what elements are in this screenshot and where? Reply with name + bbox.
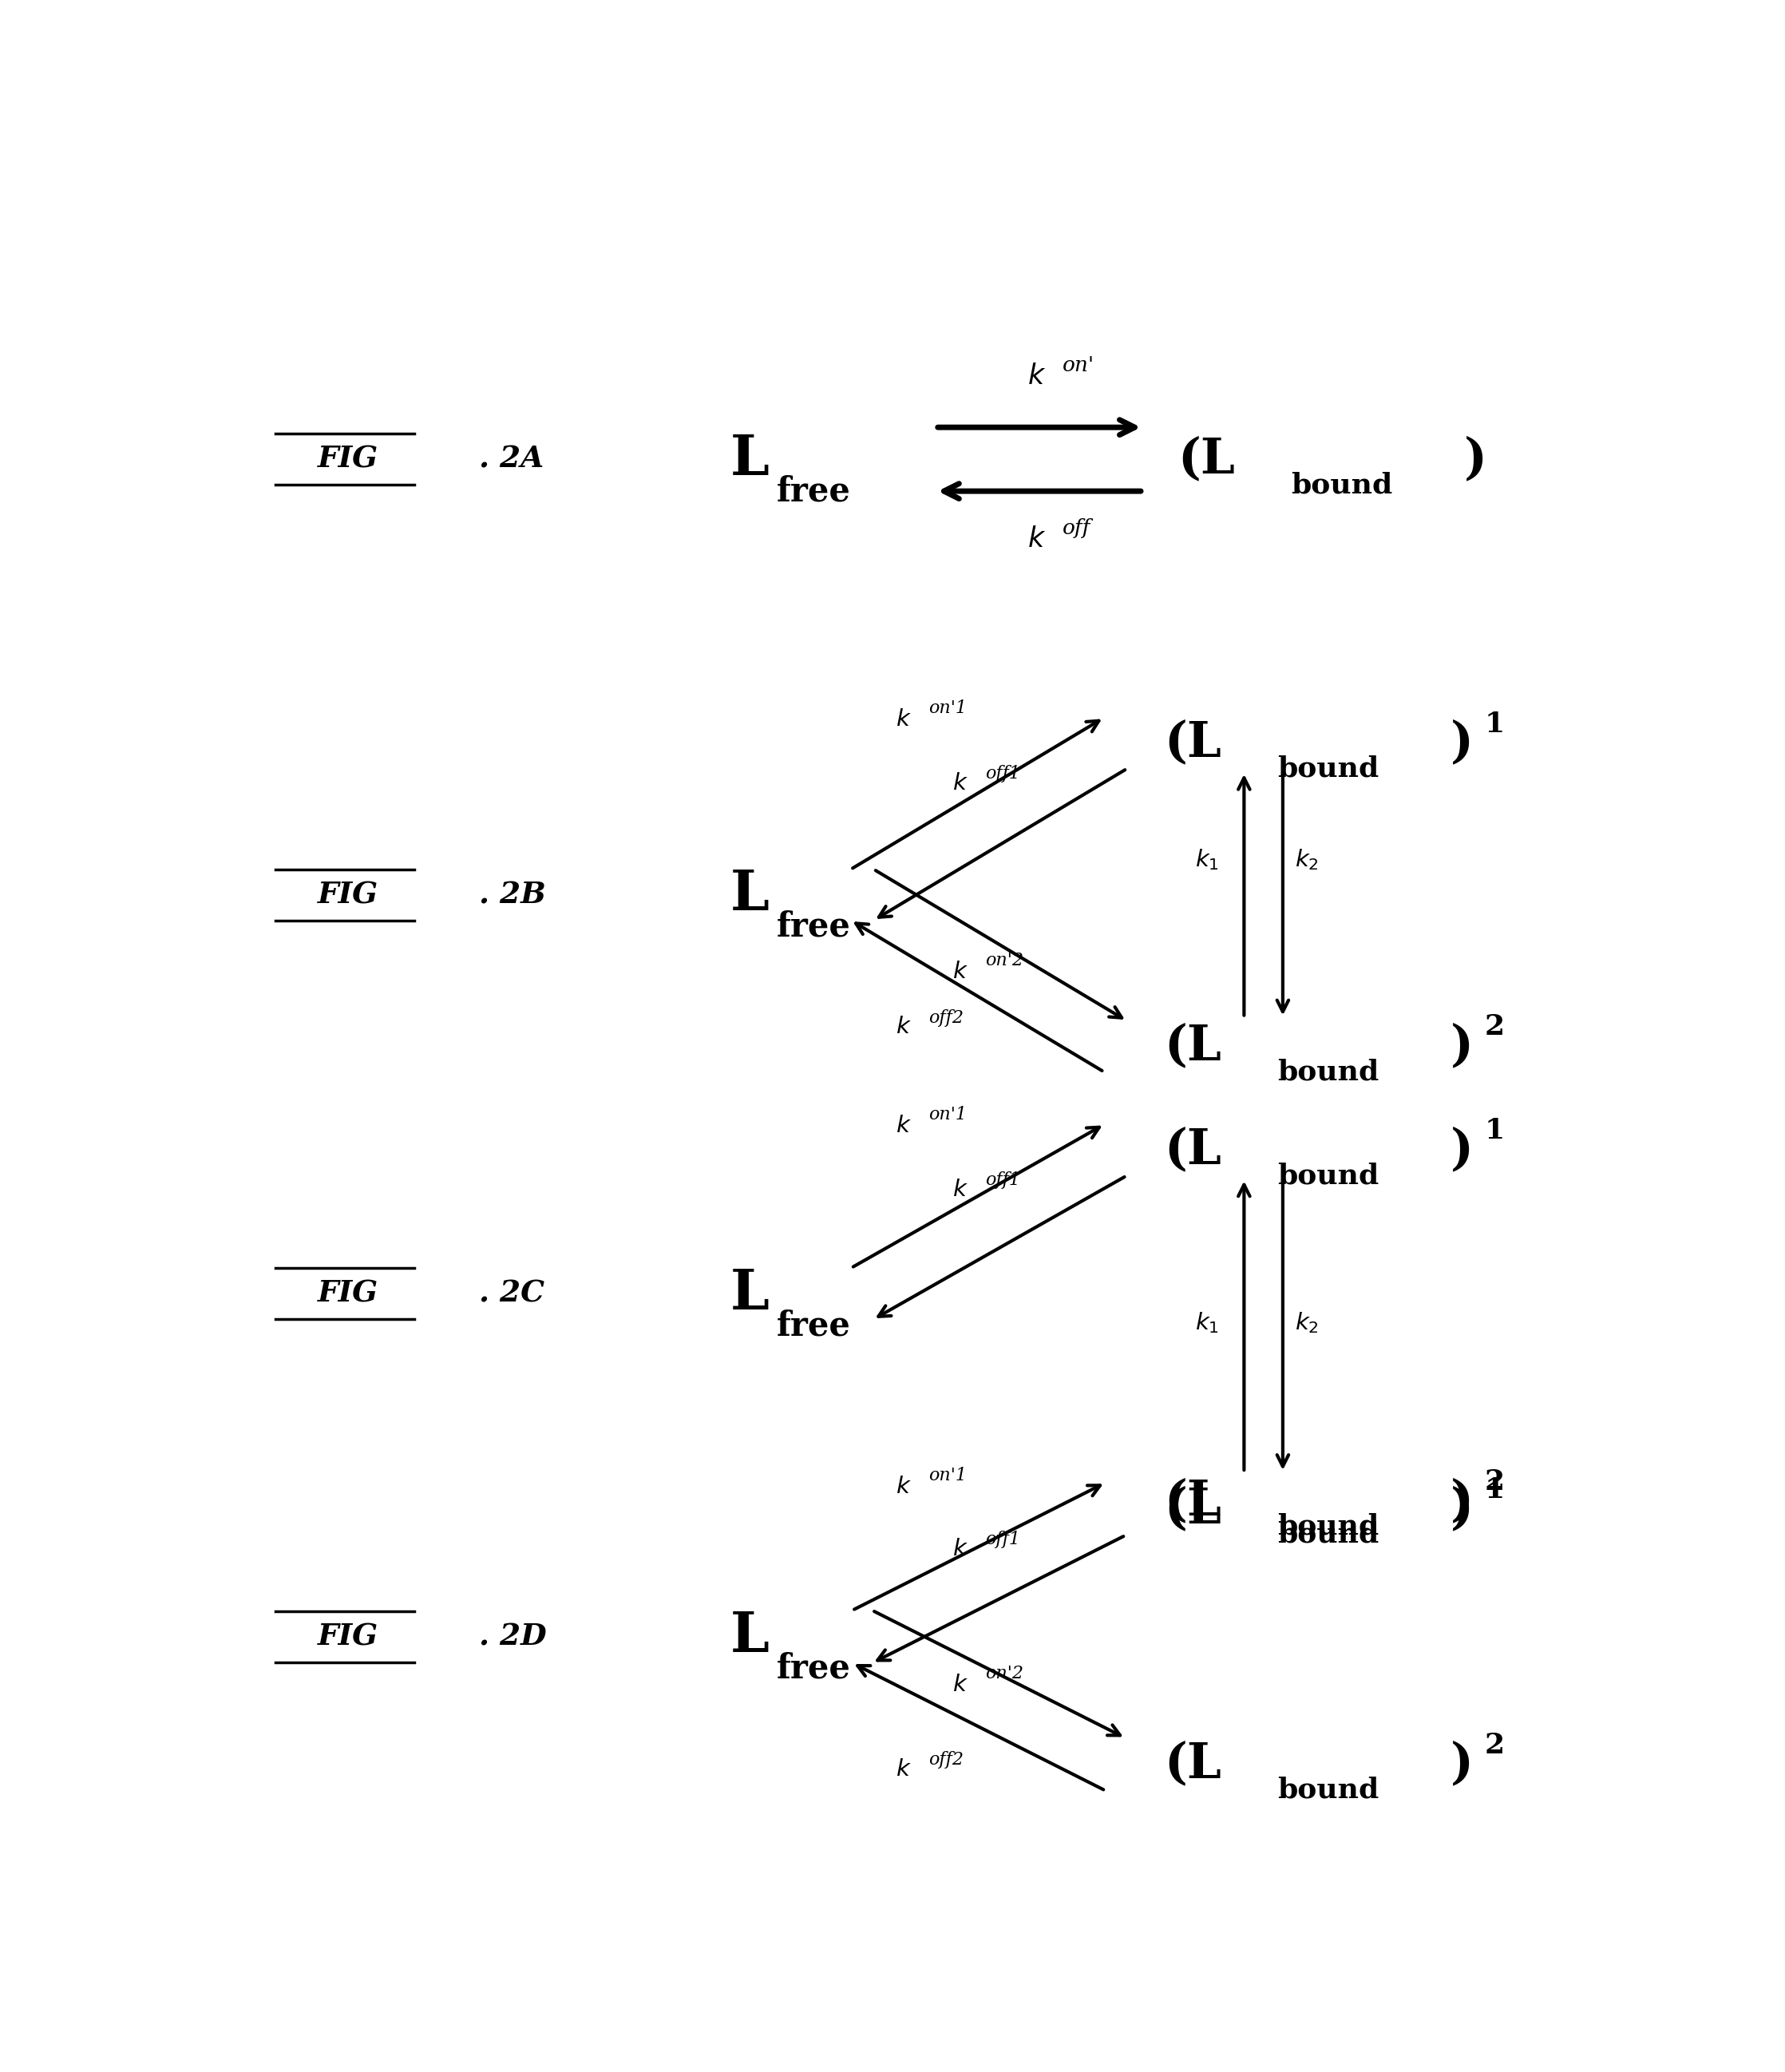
Text: . 2A: . 2A — [478, 445, 544, 474]
Text: $k$: $k$ — [953, 773, 969, 794]
Text: off: off — [1062, 518, 1091, 539]
Text: L: L — [730, 1266, 769, 1320]
Text: (L: (L — [1164, 1021, 1221, 1071]
Text: on'1: on'1 — [928, 700, 967, 717]
Text: . 2D: . 2D — [478, 1622, 546, 1651]
Text: $k$: $k$ — [953, 959, 969, 982]
Text: (L: (L — [1164, 719, 1221, 767]
Text: 2: 2 — [1485, 1469, 1505, 1496]
Text: $k_2$: $k_2$ — [1296, 1310, 1319, 1334]
Text: 1: 1 — [1485, 711, 1505, 738]
Text: $k$: $k$ — [896, 709, 912, 731]
Text: off1: off1 — [985, 765, 1021, 783]
Text: free: free — [776, 474, 851, 508]
Text: on'2: on'2 — [985, 1664, 1023, 1682]
Text: off2: off2 — [928, 1751, 964, 1767]
Text: on'1: on'1 — [928, 1467, 967, 1484]
Text: $k$: $k$ — [953, 1674, 969, 1695]
Text: bound: bound — [1278, 1513, 1378, 1539]
Text: FIG: FIG — [318, 881, 378, 910]
Text: $k$: $k$ — [896, 1015, 912, 1038]
Text: $k$: $k$ — [896, 1115, 912, 1138]
Text: $k$: $k$ — [953, 1179, 969, 1202]
Text: L: L — [730, 1610, 769, 1664]
Text: off1: off1 — [985, 1531, 1021, 1548]
Text: on'1: on'1 — [928, 1106, 967, 1123]
Text: on'2: on'2 — [985, 951, 1023, 970]
Text: on': on' — [1062, 354, 1094, 375]
Text: ): ) — [1449, 1125, 1473, 1175]
Text: ): ) — [1449, 719, 1473, 767]
Text: $k$: $k$ — [1026, 526, 1046, 553]
Text: bound: bound — [1278, 1521, 1378, 1548]
Text: . 2C: . 2C — [478, 1278, 544, 1307]
Text: FIG: FIG — [318, 1278, 378, 1307]
Text: FIG: FIG — [318, 1622, 378, 1651]
Text: $k$: $k$ — [896, 1475, 912, 1498]
Text: bound: bound — [1291, 470, 1392, 499]
Text: bound: bound — [1278, 1776, 1378, 1803]
Text: 2: 2 — [1485, 1732, 1505, 1759]
Text: L: L — [730, 433, 769, 487]
Text: free: free — [776, 910, 851, 943]
Text: ): ) — [1464, 435, 1487, 483]
Text: bound: bound — [1278, 1162, 1378, 1189]
Text: free: free — [776, 1651, 851, 1685]
Text: 2: 2 — [1485, 1013, 1505, 1040]
Text: ): ) — [1449, 1021, 1473, 1071]
Text: $k_1$: $k_1$ — [1196, 847, 1219, 872]
Text: . 2B: . 2B — [478, 881, 546, 910]
Text: ): ) — [1449, 1740, 1473, 1788]
Text: $k$: $k$ — [953, 1537, 969, 1560]
Text: (L: (L — [1178, 435, 1235, 483]
Text: $k$: $k$ — [1026, 363, 1046, 390]
Text: $k$: $k$ — [896, 1757, 912, 1780]
Text: (L: (L — [1164, 1486, 1221, 1533]
Text: off2: off2 — [928, 1009, 964, 1026]
Text: free: free — [776, 1310, 851, 1343]
Text: (L: (L — [1164, 1740, 1221, 1788]
Text: 1: 1 — [1485, 1117, 1505, 1144]
Text: L: L — [730, 868, 769, 922]
Text: ): ) — [1449, 1477, 1473, 1525]
Text: 1: 1 — [1485, 1477, 1505, 1504]
Text: $k_2$: $k_2$ — [1296, 847, 1319, 872]
Text: off1: off1 — [985, 1171, 1021, 1189]
Text: bound: bound — [1278, 754, 1378, 783]
Text: ): ) — [1449, 1486, 1473, 1533]
Text: (L: (L — [1164, 1477, 1221, 1525]
Text: FIG: FIG — [318, 445, 378, 474]
Text: (L: (L — [1164, 1125, 1221, 1175]
Text: bound: bound — [1278, 1059, 1378, 1086]
Text: $k_1$: $k_1$ — [1196, 1310, 1219, 1334]
